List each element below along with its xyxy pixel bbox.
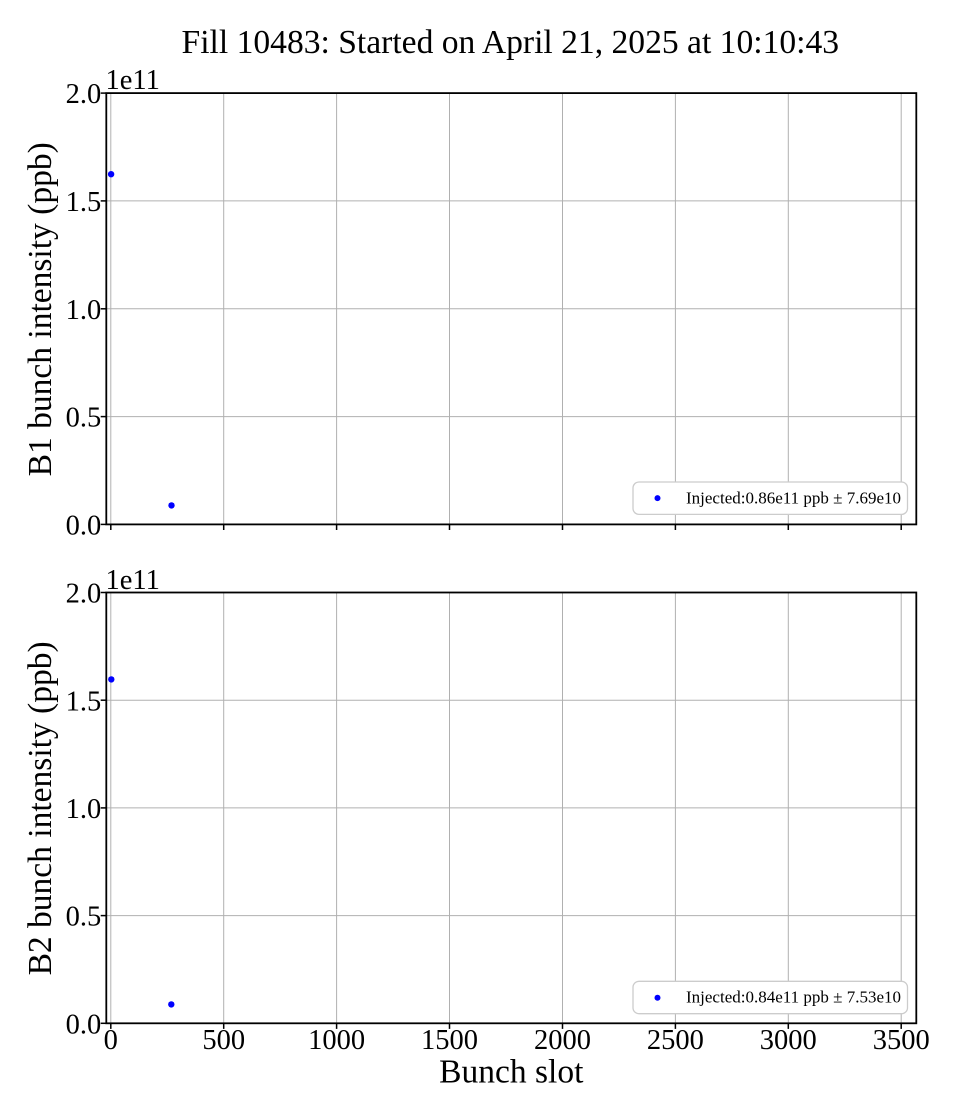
svg-text:2.0: 2.0 [66, 579, 102, 610]
svg-text:Fill 10483: Started on April 2: Fill 10483: Started on April 21, 2025 at… [182, 24, 840, 61]
svg-text:1e11: 1e11 [106, 65, 160, 96]
svg-text:B1 bunch intensity (ppb): B1 bunch intensity (ppb) [22, 142, 59, 476]
svg-text:2500: 2500 [647, 1025, 704, 1056]
svg-text:Injected:0.84e11 ppb ± 7.53e10: Injected:0.84e11 ppb ± 7.53e10 [686, 988, 901, 1007]
svg-text:0.5: 0.5 [66, 403, 102, 434]
svg-text:1e11: 1e11 [106, 565, 160, 596]
svg-text:Bunch slot: Bunch slot [439, 1054, 584, 1091]
svg-text:Injected:0.86e11 ppb ± 7.69e10: Injected:0.86e11 ppb ± 7.69e10 [686, 488, 901, 507]
svg-text:2000: 2000 [534, 1025, 591, 1056]
svg-text:0.0: 0.0 [66, 1009, 102, 1040]
svg-text:0.5: 0.5 [66, 902, 102, 933]
svg-text:2.0: 2.0 [66, 79, 102, 110]
svg-text:1.0: 1.0 [66, 794, 102, 825]
svg-text:500: 500 [202, 1025, 245, 1056]
svg-text:1.0: 1.0 [66, 295, 102, 326]
svg-text:0.0: 0.0 [66, 511, 102, 542]
svg-text:3500: 3500 [873, 1025, 930, 1056]
svg-text:0: 0 [104, 1025, 118, 1056]
svg-text:1500: 1500 [421, 1025, 478, 1056]
svg-text:1.5: 1.5 [66, 686, 102, 717]
svg-text:B2 bunch intensity (ppb): B2 bunch intensity (ppb) [22, 641, 59, 975]
svg-text:3000: 3000 [760, 1025, 817, 1056]
svg-text:1000: 1000 [308, 1025, 365, 1056]
svg-text:1.5: 1.5 [66, 187, 102, 218]
